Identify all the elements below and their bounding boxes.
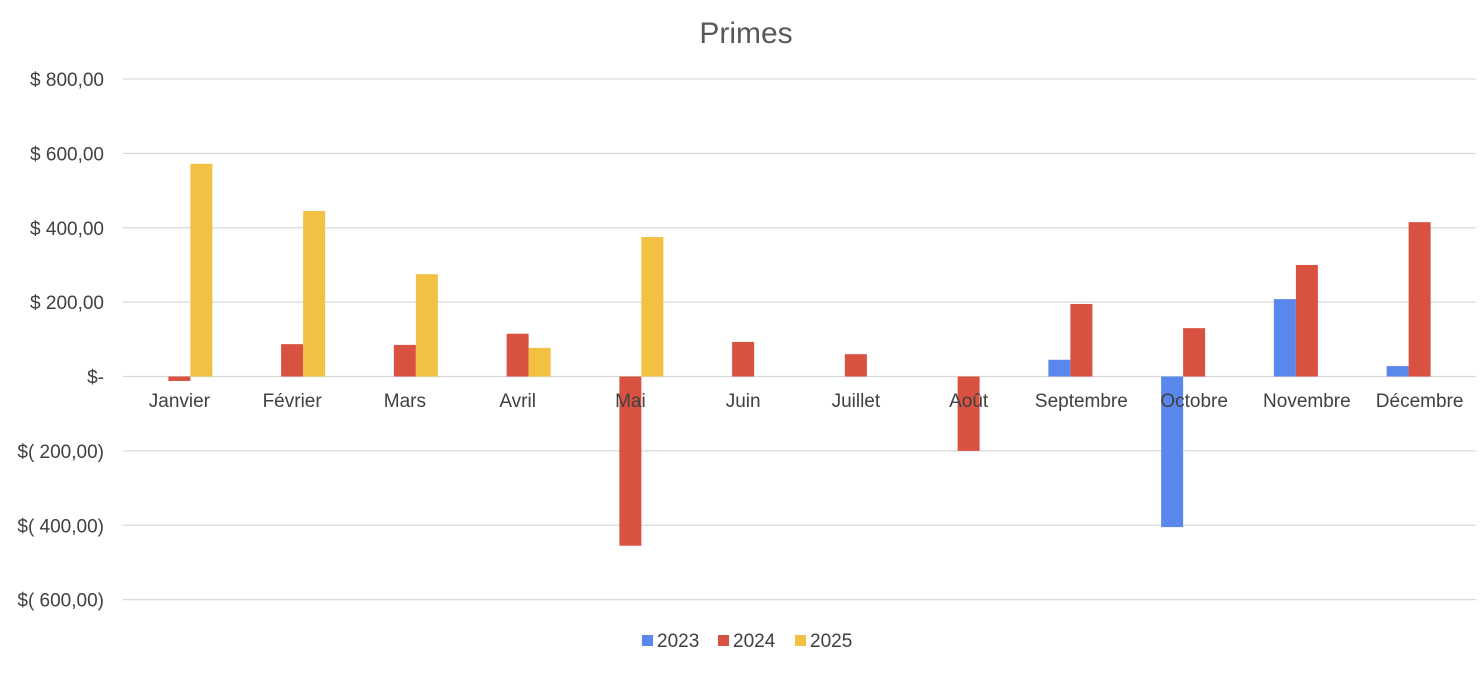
y-tick-label: $( 200,00) <box>17 442 104 463</box>
legend-label-2024: 2024 <box>733 631 776 652</box>
bar-2024-novembre <box>1295 264 1318 377</box>
bar-2023-décembre <box>1386 366 1409 377</box>
legend-label-2025: 2025 <box>810 631 852 652</box>
x-tick-label: Avril <box>499 391 536 412</box>
y-axis: $ 800,00 $ 600,00 $ 400,00 $ 200,00 $- $( 200… <box>17 70 104 612</box>
x-tick-label: Octobre <box>1160 391 1228 412</box>
x-tick-label: Février <box>263 391 323 412</box>
bar-2025-février <box>303 211 326 377</box>
y-tick-label: $( 600,00) <box>17 591 104 612</box>
chart-title: Primes <box>699 17 792 50</box>
bar-2024-juillet <box>844 354 867 377</box>
x-tick-label: Septembre <box>1035 391 1128 412</box>
bar-2025-avril <box>528 347 551 377</box>
y-tick-label: $( 400,00) <box>17 516 104 537</box>
bar-2023-octobre <box>1161 376 1184 528</box>
x-tick-label: Mars <box>384 391 426 412</box>
bars <box>168 163 1431 546</box>
y-tick-label: $ 600,00 <box>30 144 104 165</box>
gridlines <box>123 78 1476 601</box>
x-axis: Janvier Février Mars Avril Mai Juin Juillet Aoû… <box>149 391 1464 412</box>
bar-2025-mai <box>641 237 664 377</box>
bar-2024-janvier <box>168 376 191 381</box>
bar-2024-juin <box>732 341 755 377</box>
x-tick-label: Mai <box>615 391 646 412</box>
bar-2024-mai <box>619 376 642 546</box>
bar-2023-novembre <box>1273 299 1296 377</box>
legend-swatch-2025 <box>795 635 806 646</box>
bar-2023-septembre <box>1048 359 1071 377</box>
bar-2024-décembre <box>1408 222 1431 377</box>
bar-2024-avril <box>506 333 529 377</box>
y-tick-label: $- <box>87 368 104 389</box>
x-tick-label: Novembre <box>1263 391 1351 412</box>
bar-2025-janvier <box>190 163 213 377</box>
legend-swatch-2023 <box>642 635 653 646</box>
bar-2024-septembre <box>1070 303 1093 377</box>
bar-2024-octobre <box>1183 328 1206 377</box>
y-tick-label: $ 400,00 <box>30 219 104 240</box>
y-tick-label: $ 200,00 <box>30 293 104 314</box>
x-tick-label: Juin <box>726 391 761 412</box>
bar-2025-mars <box>415 274 438 377</box>
bar-2024-février <box>281 344 304 377</box>
x-tick-label: Décembre <box>1376 391 1464 412</box>
legend-label-2023: 2023 <box>657 631 699 652</box>
x-tick-label: Juillet <box>832 391 881 412</box>
x-tick-label: Janvier <box>149 391 211 412</box>
bar-2024-mars <box>393 344 416 377</box>
legend-swatch-2024 <box>718 635 729 646</box>
bar-2024-août <box>957 376 980 451</box>
x-tick-label: Août <box>949 391 989 412</box>
y-tick-label: $ 800,00 <box>30 70 104 91</box>
legend: 2023 2024 2025 <box>642 631 852 652</box>
